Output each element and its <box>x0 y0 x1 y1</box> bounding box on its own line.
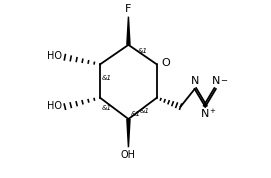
Text: HO: HO <box>47 101 62 111</box>
Polygon shape <box>126 17 131 45</box>
Polygon shape <box>126 119 131 147</box>
Text: &1: &1 <box>138 48 148 54</box>
Text: N: N <box>201 109 209 119</box>
Text: &1: &1 <box>102 75 112 81</box>
Text: N: N <box>212 76 220 86</box>
Text: F: F <box>125 4 132 14</box>
Text: +: + <box>209 108 215 114</box>
Text: OH: OH <box>121 150 136 160</box>
Text: N: N <box>191 76 199 86</box>
Text: HO: HO <box>47 51 62 61</box>
Text: &1: &1 <box>102 105 112 111</box>
Text: −: − <box>220 77 227 85</box>
Text: &1: &1 <box>140 108 150 114</box>
Text: O: O <box>161 58 170 68</box>
Text: &1: &1 <box>130 111 140 117</box>
